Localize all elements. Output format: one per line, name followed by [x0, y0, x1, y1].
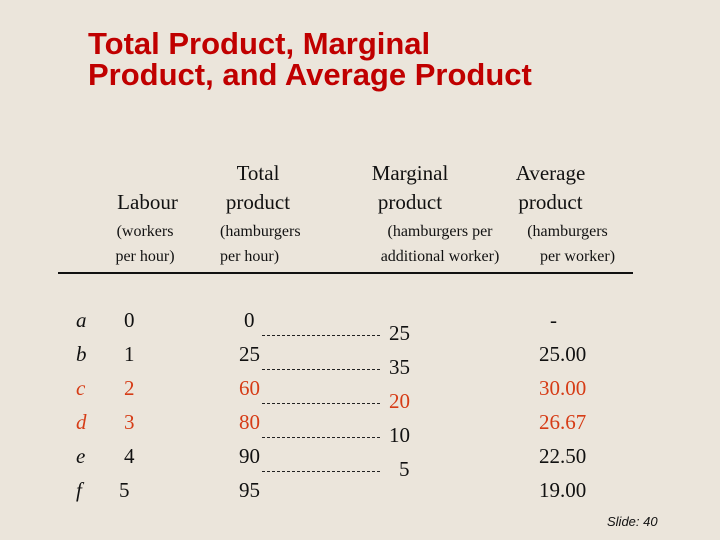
marginal-connector	[262, 335, 380, 336]
total-product-value: 25	[239, 342, 260, 366]
row-label: e	[76, 444, 86, 468]
slide-title: Total Product, Marginal Product, and Ave…	[88, 28, 532, 90]
average-product-value: 22.50	[539, 444, 587, 468]
average-product-value: 26.67	[539, 410, 587, 434]
header-marginal-2: product	[377, 190, 443, 214]
labour-value: 2	[124, 376, 135, 400]
total-product-value: 0	[244, 308, 255, 332]
header-marginal-unit-2: additional worker)	[380, 248, 500, 265]
header-average-unit-2: per worker)	[539, 248, 616, 265]
marginal-product-value: 5	[399, 457, 410, 481]
marginal-product-value: 10	[389, 423, 410, 447]
marginal-product-value: 35	[389, 355, 410, 379]
header-total-2: product	[225, 190, 291, 214]
row-label: f	[76, 478, 82, 502]
total-product-value: 95	[239, 478, 260, 502]
marginal-product-value: 20	[389, 389, 410, 413]
marginal-product-value: 25	[389, 321, 410, 345]
slide-number: Slide: 40	[607, 514, 658, 529]
header-total-unit-2: per hour)	[220, 248, 280, 265]
row-label: c	[76, 376, 86, 400]
marginal-connector	[262, 471, 380, 472]
total-product-value: 90	[239, 444, 260, 468]
row-label: a	[76, 308, 87, 332]
row-label: d	[76, 410, 87, 434]
average-product-value: 30.00	[539, 376, 587, 400]
total-product-value: 60	[239, 376, 260, 400]
title-line-2: Product, and Average Product	[88, 57, 532, 92]
header-average-unit-1: (hamburgers	[527, 223, 608, 240]
header-total-unit-1: (hamburgers	[220, 223, 301, 240]
header-labour-unit-2: per hour)	[115, 248, 175, 265]
average-product-value: 25.00	[539, 342, 587, 366]
average-product-value: 19.00	[539, 478, 587, 502]
labour-value: 1	[124, 342, 135, 366]
average-product-value: -	[550, 308, 557, 332]
labour-value: 0	[124, 308, 135, 332]
marginal-connector	[262, 403, 380, 404]
header-average-1: Average	[515, 161, 586, 185]
title-line-1: Total Product, Marginal	[88, 26, 431, 61]
row-label: b	[76, 342, 87, 366]
marginal-connector	[262, 437, 380, 438]
header-total-1: Total	[236, 161, 280, 185]
total-product-value: 80	[239, 410, 260, 434]
header-labour: Labour	[117, 190, 178, 214]
marginal-connector	[262, 369, 380, 370]
header-average-2: product	[518, 190, 583, 214]
header-divider	[58, 272, 633, 274]
labour-value: 3	[124, 410, 135, 434]
labour-value: 5	[119, 478, 130, 502]
header-marginal-unit-1: (hamburgers per	[387, 223, 493, 240]
header-marginal-1: Marginal	[371, 161, 449, 185]
labour-value: 4	[124, 444, 135, 468]
header-labour-unit-1: (workers	[116, 223, 174, 240]
